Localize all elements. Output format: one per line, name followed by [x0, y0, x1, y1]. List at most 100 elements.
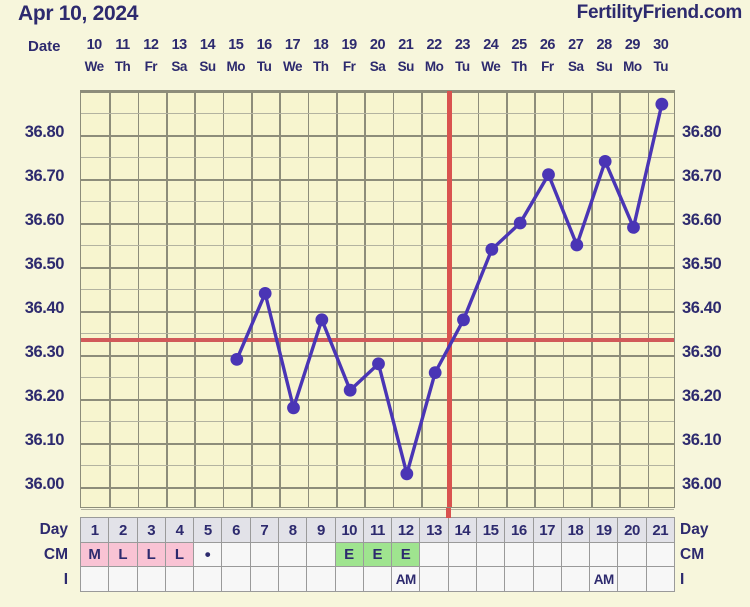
intercourse-cell[interactable] [419, 566, 449, 592]
cervical-mucus-cell[interactable] [249, 542, 279, 567]
temperature-point[interactable] [457, 313, 470, 327]
temperature-point[interactable] [542, 168, 555, 181]
grid-vline [166, 91, 168, 507]
cervical-mucus-cell[interactable] [589, 542, 619, 567]
temperature-point[interactable] [485, 243, 499, 256]
temperature-point[interactable] [513, 216, 527, 230]
cervical-mucus-cell[interactable] [645, 542, 675, 567]
cervical-mucus-cell[interactable] [447, 542, 477, 567]
intercourse-cell[interactable] [504, 566, 534, 592]
grid-vline [421, 91, 423, 507]
weekday-cell: Tu [653, 59, 668, 74]
cervical-mucus-cell[interactable] [277, 542, 308, 567]
intercourse-cell[interactable] [221, 566, 251, 592]
intercourse-cell[interactable] [334, 566, 364, 592]
intercourse-cell[interactable] [447, 566, 477, 592]
intercourse-cell[interactable] [306, 566, 336, 592]
temperature-point[interactable] [343, 383, 357, 397]
weekday-cell: We [282, 59, 303, 74]
cycle-day-row: 1 2 3 4 5 6 7 8 9 10 11 12 13 14 15 16 17 18 19 20 21 [80, 517, 675, 543]
cycle-day-cell: 9 [306, 517, 336, 543]
weekday-cell: Th [511, 59, 527, 74]
weekday-cell: Th [114, 59, 131, 74]
cycle-day-cell: 21 [645, 517, 675, 543]
date-cell: 26 [539, 37, 556, 53]
temperature-point[interactable] [570, 238, 584, 252]
cm-row-label-left: CM [43, 546, 68, 563]
grid-vline [307, 91, 310, 507]
temperature-point[interactable] [258, 287, 272, 300]
intercourse-cell[interactable] [80, 566, 110, 592]
cervical-mucus-cell[interactable]: E [362, 542, 393, 567]
cervical-mucus-cell[interactable]: E [391, 542, 421, 567]
cervical-mucus-cell[interactable]: E [334, 542, 364, 567]
y-axis-tick-label-right: 36.60 [682, 211, 722, 229]
intercourse-cell[interactable] [164, 566, 195, 592]
intercourse-cell[interactable] [193, 566, 223, 592]
intercourse-cell[interactable] [277, 566, 308, 592]
grid-vline [591, 91, 593, 507]
cycle-day-cell: 19 [589, 517, 619, 543]
y-axis-tick-label-right: 36.30 [682, 343, 722, 361]
grid-hline [81, 91, 674, 93]
date-cell: 20 [369, 37, 386, 53]
date-row-label: Date [28, 38, 61, 55]
cycle-day-cell: 15 [475, 517, 506, 543]
cervical-mucus-cell[interactable]: L [108, 542, 138, 567]
weekday-cell: Sa [369, 59, 386, 74]
temperature-point[interactable] [287, 401, 300, 415]
cervical-mucus-cell[interactable] [221, 542, 251, 567]
intercourse-cell[interactable] [560, 566, 591, 592]
temperature-point[interactable] [428, 366, 442, 379]
intercourse-cell[interactable] [532, 566, 562, 592]
temperature-point[interactable] [315, 313, 329, 327]
intercourse-cell[interactable]: AM [589, 566, 619, 592]
cycle-day-cell: 1 [80, 517, 110, 543]
cycle-day-cell: 20 [617, 517, 647, 543]
grid-hline [81, 443, 674, 445]
date-cell: 15 [228, 37, 244, 53]
weekday-header-row: We Th Fr Sa Su Mo Tu We Th Fr Sa Su Mo Tu We Th Fr Sa Su Mo… [80, 57, 675, 76]
temperature-point[interactable] [400, 467, 414, 481]
cervical-mucus-row[interactable]: M L L L • E E E [80, 542, 675, 567]
cervical-mucus-cell[interactable] [504, 542, 534, 567]
intercourse-cell[interactable] [617, 566, 647, 592]
cervical-mucus-cell[interactable] [617, 542, 647, 567]
cervical-mucus-cell[interactable] [560, 542, 591, 567]
cervical-mucus-cell[interactable]: M [80, 542, 110, 567]
temperature-chart[interactable] [80, 90, 675, 510]
cycle-day-cell: 16 [504, 517, 534, 543]
temperature-point[interactable] [655, 97, 669, 111]
date-cell: 23 [454, 37, 471, 53]
cervical-mucus-cell[interactable] [532, 542, 562, 567]
cervical-mucus-cell[interactable] [475, 542, 506, 567]
cm-row-label-right: CM [680, 546, 705, 563]
intercourse-cell[interactable]: AM [391, 566, 421, 592]
intercourse-cell[interactable] [362, 566, 393, 592]
intercourse-cell[interactable] [645, 566, 675, 592]
date-cell: 21 [398, 37, 414, 53]
cycle-day-cell: 12 [391, 517, 421, 543]
temperature-point[interactable] [230, 353, 244, 366]
intercourse-cell[interactable] [108, 566, 138, 592]
cervical-mucus-cell[interactable]: • [193, 542, 223, 567]
date-cell: 25 [511, 37, 528, 53]
cycle-day-cell: 10 [334, 517, 364, 543]
intercourse-cell[interactable] [249, 566, 279, 592]
y-axis-tick-label-right: 36.40 [682, 299, 722, 317]
temperature-line [235, 103, 664, 481]
temperature-point[interactable] [627, 221, 640, 234]
intercourse-cell[interactable] [475, 566, 506, 592]
temperature-point[interactable] [372, 357, 385, 371]
intercourse-cell[interactable] [136, 566, 166, 592]
cervical-mucus-cell[interactable]: L [136, 542, 166, 567]
temperature-point[interactable] [598, 155, 612, 168]
cervical-mucus-cell[interactable] [419, 542, 449, 567]
date-cell: 27 [568, 37, 584, 53]
cervical-mucus-cell[interactable] [306, 542, 336, 567]
cycle-day-cell: 2 [108, 517, 138, 543]
y-axis-tick-label-right: 36.80 [682, 123, 722, 141]
intercourse-row[interactable]: AM AM [80, 566, 675, 592]
cervical-mucus-cell[interactable]: L [164, 542, 195, 567]
weekday-cell: Su [199, 59, 216, 74]
